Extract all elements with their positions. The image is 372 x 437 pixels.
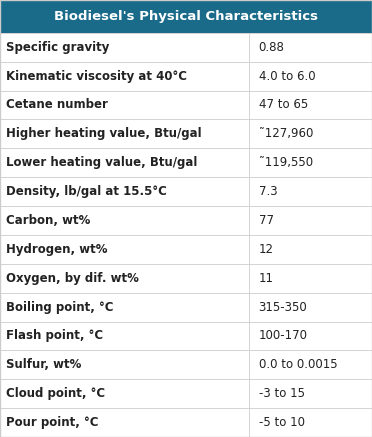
Bar (0, 235, 372, 264)
Bar (0, 350, 372, 379)
Bar (0, 293, 372, 322)
Bar (0, 0, 372, 33)
Bar (0, 33, 372, 62)
Bar (0, 264, 372, 293)
Text: Flash point, °C: Flash point, °C (6, 329, 103, 343)
Text: Carbon, wt%: Carbon, wt% (6, 214, 90, 227)
Text: Boiling point, °C: Boiling point, °C (6, 301, 113, 314)
Bar (0, 62, 372, 90)
Text: Cloud point, °C: Cloud point, °C (6, 387, 105, 400)
Text: 11: 11 (259, 272, 273, 284)
Text: 12: 12 (259, 243, 273, 256)
Text: -5 to 10: -5 to 10 (259, 416, 305, 429)
Text: 0.0 to 0.0015: 0.0 to 0.0015 (259, 358, 337, 371)
Text: Specific gravity: Specific gravity (6, 41, 109, 54)
Text: Sulfur, wt%: Sulfur, wt% (6, 358, 81, 371)
Bar (0, 379, 372, 408)
Bar (0, 206, 372, 235)
Text: Pour point, °C: Pour point, °C (6, 416, 98, 429)
Text: Density, lb/gal at 15.5°C: Density, lb/gal at 15.5°C (6, 185, 166, 198)
Text: 77: 77 (259, 214, 273, 227)
Text: ˜127,960: ˜127,960 (259, 127, 313, 140)
Text: ˜119,550: ˜119,550 (259, 156, 312, 169)
Text: 100-170: 100-170 (259, 329, 308, 343)
Text: Hydrogen, wt%: Hydrogen, wt% (6, 243, 107, 256)
Text: 47 to 65: 47 to 65 (259, 98, 308, 111)
Bar (0, 119, 372, 148)
Bar (0, 148, 372, 177)
Bar (0, 408, 372, 437)
Text: -3 to 15: -3 to 15 (259, 387, 305, 400)
Bar (0, 322, 372, 350)
Text: 7.3: 7.3 (259, 185, 277, 198)
Bar (0, 90, 372, 119)
Bar (0, 177, 372, 206)
Text: Kinematic viscosity at 40°C: Kinematic viscosity at 40°C (6, 69, 187, 83)
Text: Cetane number: Cetane number (6, 98, 108, 111)
Text: Oxygen, by dif. wt%: Oxygen, by dif. wt% (6, 272, 138, 284)
Text: 0.88: 0.88 (259, 41, 285, 54)
Text: Higher heating value, Btu/gal: Higher heating value, Btu/gal (6, 127, 201, 140)
Text: Lower heating value, Btu/gal: Lower heating value, Btu/gal (6, 156, 197, 169)
Text: 4.0 to 6.0: 4.0 to 6.0 (259, 69, 315, 83)
Text: 315-350: 315-350 (259, 301, 307, 314)
Text: Biodiesel's Physical Characteristics: Biodiesel's Physical Characteristics (54, 10, 318, 23)
